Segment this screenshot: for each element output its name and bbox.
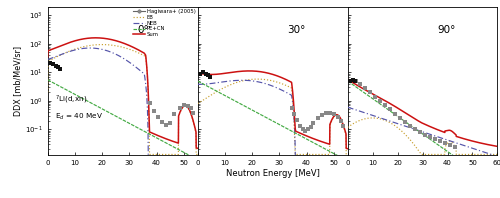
Point — [322, 111, 330, 114]
Point — [49, 62, 57, 65]
Point — [436, 140, 444, 143]
Point — [376, 99, 384, 102]
Point — [52, 64, 60, 67]
Point — [180, 104, 188, 107]
Point — [366, 91, 374, 94]
Point — [301, 129, 309, 132]
Point — [158, 120, 166, 124]
Point — [352, 80, 360, 83]
Point — [348, 78, 356, 81]
Point — [306, 125, 314, 129]
Point — [296, 124, 304, 128]
Point — [293, 118, 301, 121]
Point — [346, 79, 354, 83]
Point — [206, 75, 214, 78]
Point — [310, 122, 318, 125]
Point — [290, 112, 298, 115]
Point — [318, 113, 326, 116]
Point — [330, 113, 338, 116]
Point — [196, 72, 204, 75]
Point — [361, 87, 369, 90]
Point — [184, 104, 192, 107]
Point — [391, 112, 399, 115]
Point — [426, 135, 434, 138]
Text: 90°: 90° — [438, 25, 456, 35]
Point — [416, 130, 424, 134]
Point — [446, 144, 454, 147]
Point — [46, 61, 54, 64]
Point — [351, 79, 359, 83]
Point — [451, 146, 459, 149]
Point — [441, 142, 449, 145]
Point — [334, 115, 342, 118]
Point — [162, 124, 170, 127]
Y-axis label: DDX [mb/MeV/sr]: DDX [mb/MeV/sr] — [13, 46, 22, 116]
Point — [314, 116, 322, 120]
Point — [56, 68, 64, 71]
Point — [346, 79, 354, 83]
Text: E$_d$ = 40 MeV: E$_d$ = 40 MeV — [55, 111, 103, 122]
Point — [340, 124, 347, 128]
Point — [326, 111, 334, 114]
Point — [396, 116, 404, 120]
Text: 30°: 30° — [288, 25, 306, 35]
Point — [411, 128, 419, 131]
Legend: Hagiwara+ (2005), EB, NEB, PE+CN, Sum: Hagiwara+ (2005), EB, NEB, PE+CN, Sum — [133, 9, 196, 38]
Point — [421, 133, 429, 136]
Text: $^7$Li(d,xn): $^7$Li(d,xn) — [55, 94, 88, 106]
X-axis label: Neutron Energy [MeV]: Neutron Energy [MeV] — [226, 169, 320, 178]
Point — [202, 72, 209, 75]
Point — [298, 128, 306, 131]
Point — [176, 106, 184, 109]
Point — [146, 101, 154, 104]
Point — [54, 66, 62, 69]
Point — [356, 83, 364, 86]
Point — [304, 128, 312, 131]
Point — [154, 115, 162, 118]
Point — [386, 108, 394, 111]
Point — [199, 71, 207, 74]
Point — [166, 122, 174, 125]
Point — [288, 107, 296, 110]
Point — [431, 138, 439, 141]
Point — [381, 104, 389, 107]
Point — [186, 107, 194, 110]
Point — [190, 111, 198, 114]
Point — [401, 120, 409, 124]
Text: 0°: 0° — [138, 25, 149, 35]
Point — [170, 112, 178, 115]
Point — [406, 124, 414, 128]
Point — [204, 73, 212, 77]
Point — [336, 119, 344, 122]
Point — [348, 78, 356, 81]
Point — [150, 109, 158, 112]
Point — [371, 95, 379, 98]
